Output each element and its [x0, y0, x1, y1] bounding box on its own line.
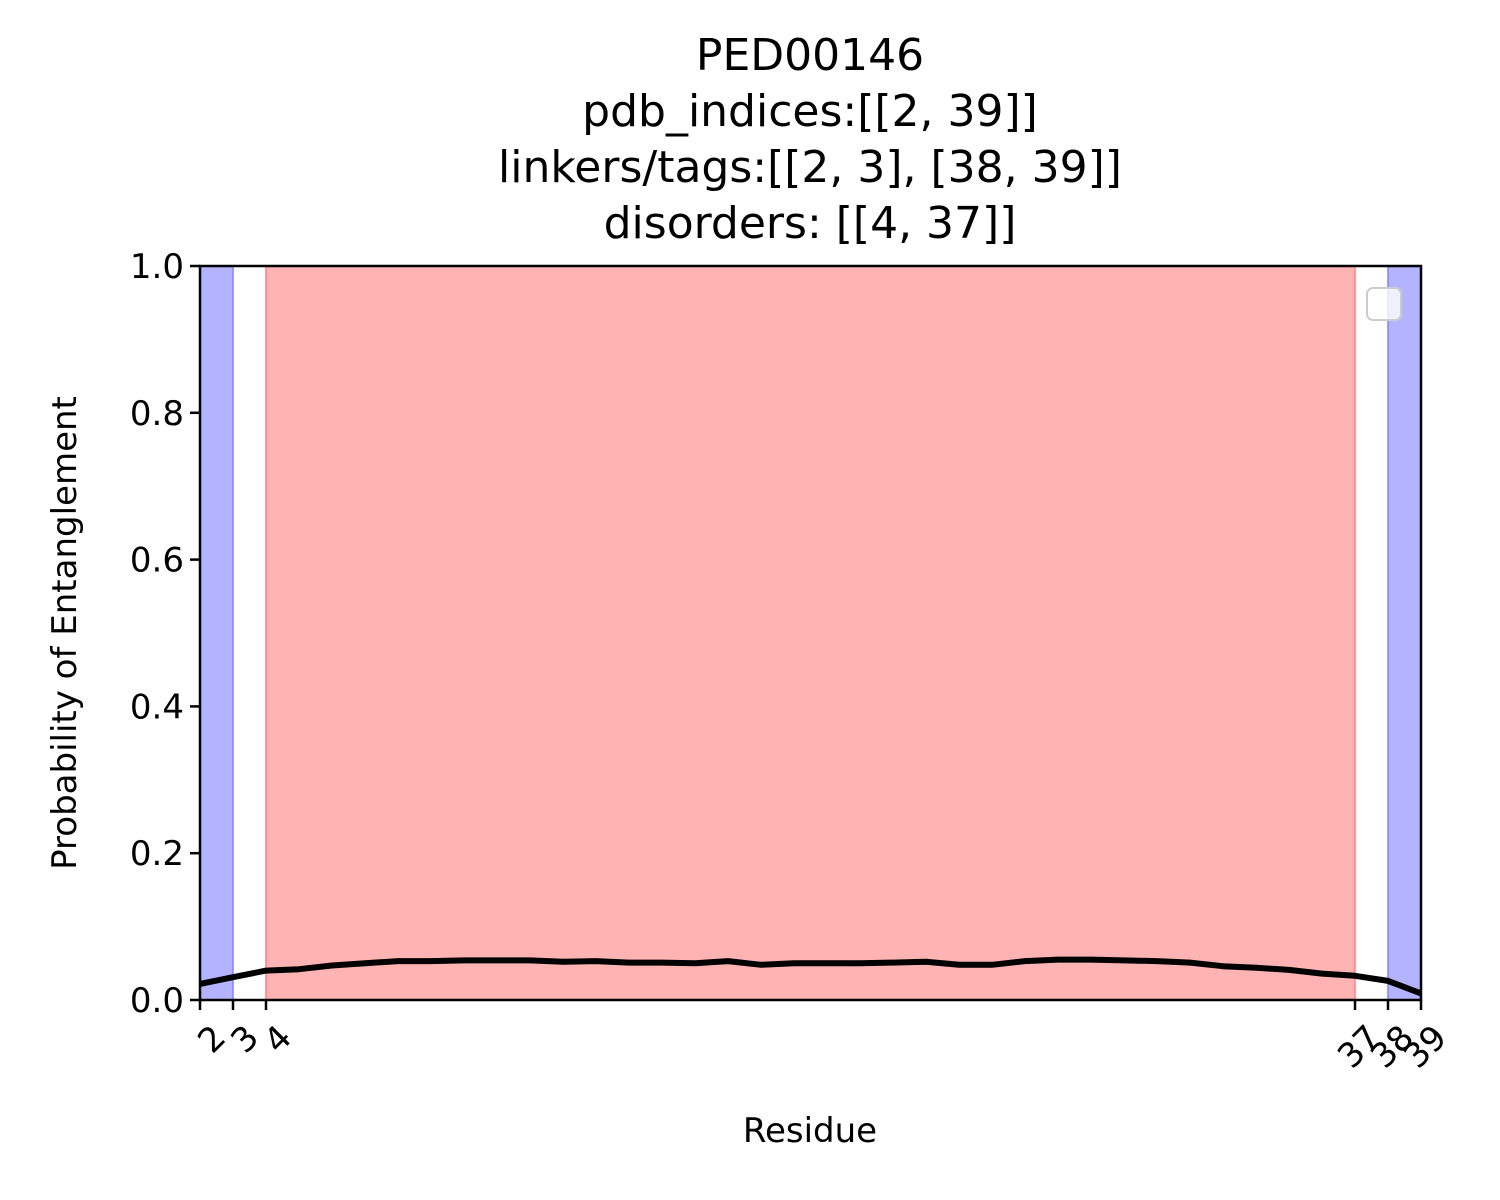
- series-line-0: [199, 956, 1423, 997]
- x-axis-label: Residue: [743, 1111, 877, 1151]
- title-line-3: disorders: [[4, 37]]: [604, 198, 1017, 249]
- legend: [1366, 287, 1402, 321]
- y-tick-label-5: 1.0: [130, 247, 184, 287]
- y-axis-label: Probability of Entanglement: [45, 396, 85, 870]
- series-layer: [199, 956, 1423, 997]
- x-tick-label-2: 4: [256, 1018, 300, 1062]
- linker-region-0: [199, 265, 234, 1001]
- y-tick-label-4: 0.8: [130, 394, 184, 434]
- x-tick-label-0: 2: [190, 1018, 234, 1062]
- title-line-2: linkers/tags:[[2, 3], [38, 39]]: [498, 142, 1122, 193]
- legend-box: [1366, 287, 1402, 321]
- linker-region-2: [1387, 265, 1422, 1001]
- x-tick-label-1: 3: [223, 1018, 267, 1062]
- y-tick-label-2: 0.4: [130, 687, 184, 727]
- y-tick-label-1: 0.2: [130, 834, 184, 874]
- title-line-0: PED00146: [696, 30, 924, 81]
- x-tick-label-5: 39: [1396, 1018, 1455, 1077]
- shaded-regions: [199, 265, 1422, 1001]
- y-tick-label-0: 0.0: [130, 981, 184, 1021]
- title-line-1: pdb_indices:[[2, 39]]: [582, 86, 1038, 137]
- plot-frame: [198, 264, 1423, 1002]
- y-tick-label-3: 0.6: [130, 541, 184, 581]
- disorder-region-1: [265, 265, 1356, 1001]
